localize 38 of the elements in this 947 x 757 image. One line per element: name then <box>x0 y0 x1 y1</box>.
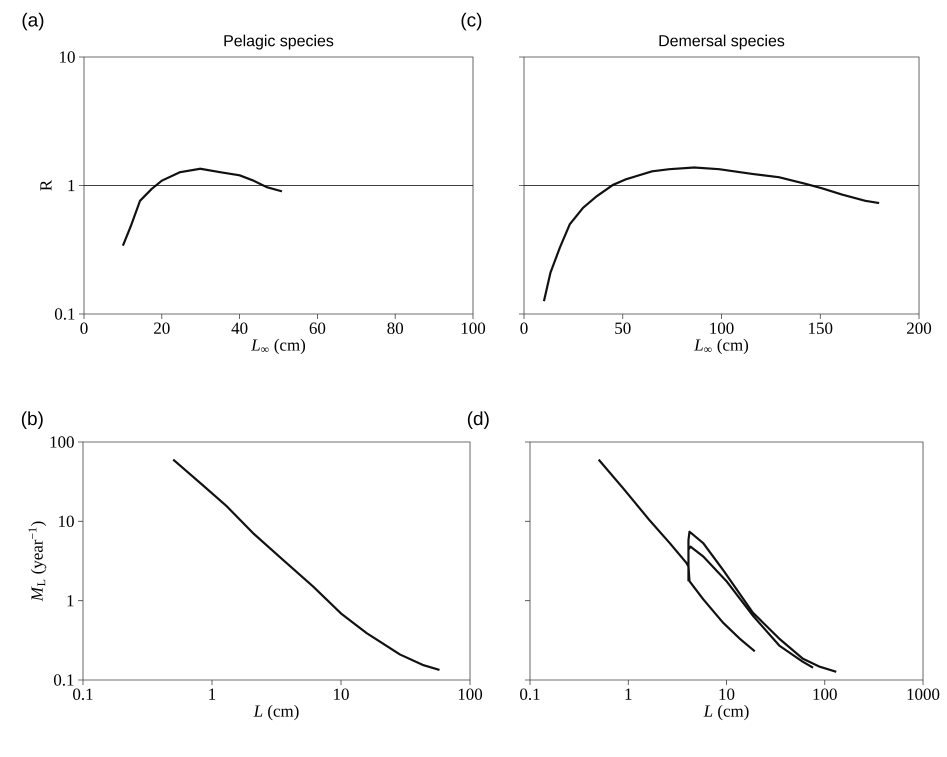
x-axis-title: L$_{∞}$ (cm) <box>694 338 748 354</box>
text: (d) <box>468 411 489 429</box>
x-tick-label: 10 <box>334 688 349 700</box>
y-tick-label: 10 <box>60 51 75 63</box>
y-tick-label: 100 <box>50 436 74 448</box>
x-tick-label: 1 <box>626 688 632 700</box>
text: (c) <box>462 12 482 30</box>
chart-title: Demersal species <box>659 34 784 50</box>
y-tick-label: 0.1 <box>54 308 74 320</box>
x-tick-label: 60 <box>310 322 326 334</box>
x-axis-title: L (cm) <box>253 704 299 720</box>
y-tick-label: 0.1 <box>54 674 74 686</box>
x-tick-label: 40 <box>231 322 248 334</box>
y-tick-label: 1 <box>68 595 74 606</box>
x-tick-label: 100 <box>710 322 734 334</box>
y-tick-label: 10 <box>59 516 74 528</box>
text: (a) <box>22 12 44 30</box>
x-tick-label: 0 <box>520 322 528 334</box>
x-tick-label: 80 <box>387 322 404 334</box>
x-tick-label: 0 <box>80 322 88 334</box>
x-axis-title: L (cm) <box>703 704 749 720</box>
x-tick-label: 50 <box>615 322 631 334</box>
y-tick-label: 1 <box>68 180 74 192</box>
x-tick-label: 150 <box>809 322 832 334</box>
x-tick-label: 100 <box>458 688 482 700</box>
x-tick-label: 1000 <box>908 688 940 700</box>
x-axis-title: L$_{∞}$ (cm) <box>251 338 306 354</box>
x-tick-label: 1 <box>209 688 216 700</box>
x-tick-label: 100 <box>462 322 486 334</box>
x-tick-label: 10 <box>720 688 734 700</box>
y-axis-title: M$_{L}$ (year$^{−1}$) <box>28 522 46 602</box>
chart-title: Pelagic species <box>224 34 334 50</box>
y-axis-title: R <box>40 180 52 191</box>
x-tick-label: 200 <box>907 322 932 334</box>
x-tick-label: 100 <box>814 688 837 700</box>
x-tick-label: 0.1 <box>520 688 540 700</box>
text: (b) <box>22 411 43 429</box>
x-tick-label: 20 <box>154 322 170 334</box>
